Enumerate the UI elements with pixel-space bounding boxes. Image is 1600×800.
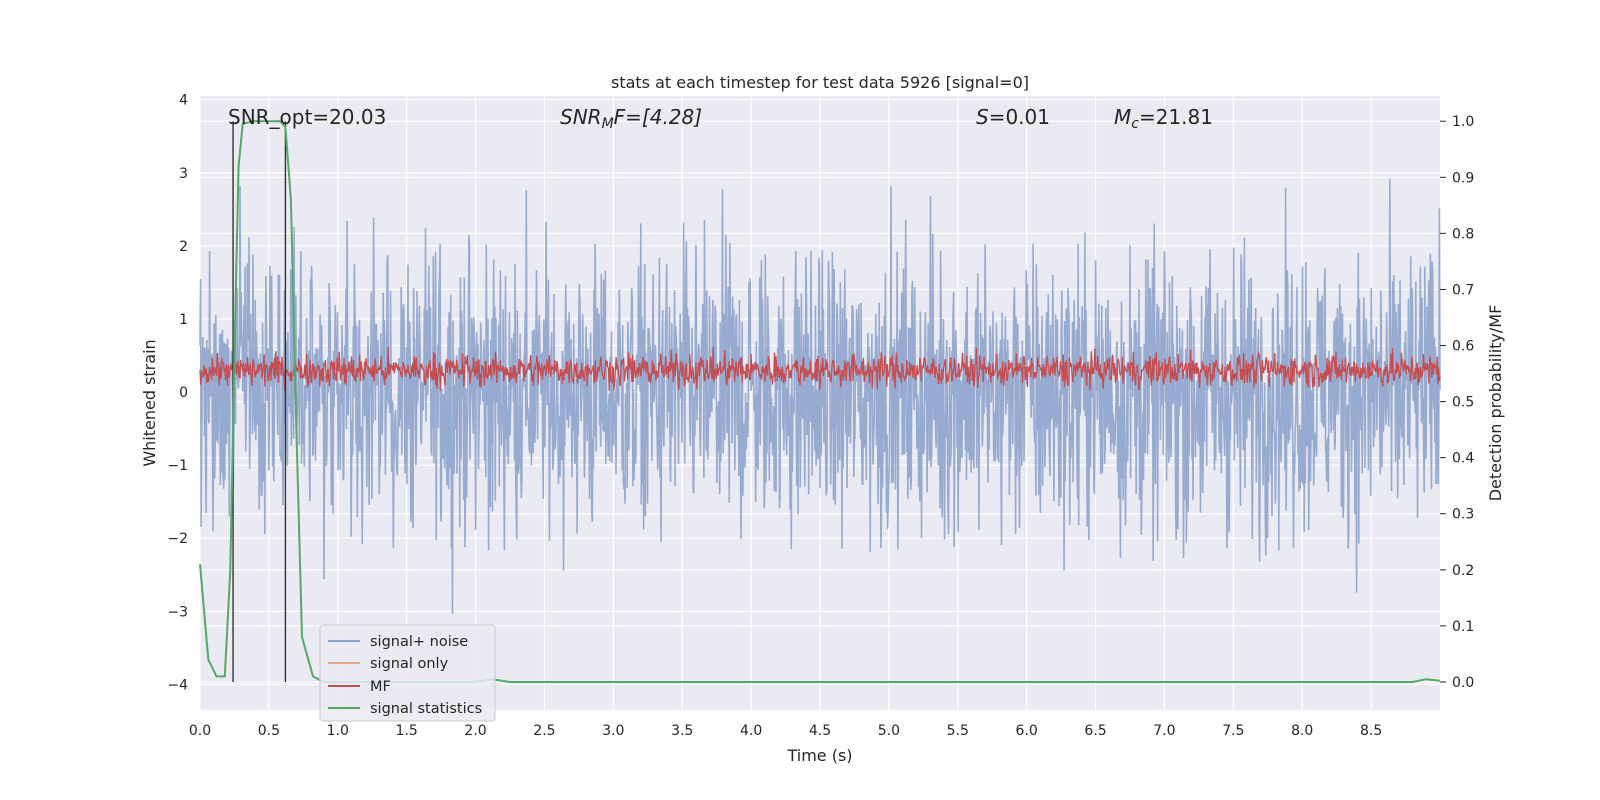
y-right-tick-label: 0.5 xyxy=(1452,395,1474,411)
x-tick-label: 7.5 xyxy=(1222,723,1244,739)
legend-label-signal-noise: signal+ noise xyxy=(370,634,468,650)
x-tick-label: 3.0 xyxy=(602,723,624,739)
y-right-axis-label: Detection probability/MF xyxy=(1486,305,1505,502)
y-tick-label: 3 xyxy=(179,166,188,182)
annotation-snr-mf: SNRMF=[4.28] xyxy=(560,105,702,132)
annotation-mc: Mc=21.81 xyxy=(1114,105,1213,132)
x-tick-label: 0.5 xyxy=(258,723,280,739)
y-axis-label: Whitened strain xyxy=(140,339,159,466)
x-axis-label: Time (s) xyxy=(786,746,852,765)
y-tick-label: −2 xyxy=(167,531,188,547)
legend-label-mf: MF xyxy=(370,679,391,695)
signal-noise-line xyxy=(199,178,1441,614)
annotation-s-value: =0.01 xyxy=(989,105,1050,129)
y-right-tick-label: 0.1 xyxy=(1452,619,1474,635)
legend-box xyxy=(319,624,496,722)
y-right-tick-label: 0.3 xyxy=(1452,507,1474,523)
y-right-tick-label: 0.6 xyxy=(1452,339,1474,355)
y-tick-labels: 4 3 2 1 0 −1 −2 −3 −4 xyxy=(167,93,188,694)
mf-line xyxy=(199,347,1441,391)
annotation-snr-mf-value: F=[4.28] xyxy=(614,105,702,129)
y-tick-label: −4 xyxy=(167,677,188,693)
x-tick-labels: 0.0 0.5 1.0 1.5 2.0 2.5 3.0 3.5 4.0 4.5 5.0 5.5 6.0 6… xyxy=(189,723,1382,739)
annotation-mc-subscript: c xyxy=(1131,116,1139,132)
annotation-snr-mf-symbol: SNR xyxy=(560,105,602,129)
x-tick-label: 4.0 xyxy=(740,723,762,739)
x-tick-label: 2.5 xyxy=(533,723,555,739)
x-tick-label: 5.5 xyxy=(947,723,969,739)
y-right-tick-label: 0.9 xyxy=(1452,170,1474,186)
annotation-snr-opt: SNR_opt=20.03 xyxy=(228,105,386,129)
y-tick-label: −3 xyxy=(167,604,188,620)
x-tick-label: 8.5 xyxy=(1360,723,1382,739)
legend-label-signal-statistics: signal statistics xyxy=(370,701,482,717)
legend: signal+ noise signal only MF signal stat… xyxy=(319,624,496,722)
y-tick-label: 4 xyxy=(179,93,188,109)
annotation-s-symbol: S xyxy=(976,105,989,129)
y-right-tick-label: 1.0 xyxy=(1452,114,1474,130)
x-tick-label: 3.5 xyxy=(671,723,693,739)
annotation-mc-value: =21.81 xyxy=(1139,105,1213,129)
plot-area xyxy=(199,96,1441,710)
x-tick-label: 5.0 xyxy=(878,723,900,739)
annotation-snr-mf-subscript: M xyxy=(602,116,614,132)
series-mf xyxy=(199,347,1441,391)
y-tick-label: 2 xyxy=(179,239,188,255)
y-tick-label: −1 xyxy=(167,458,188,474)
signal-statistics-line xyxy=(199,120,1441,683)
x-tick-label: 8.0 xyxy=(1291,723,1313,739)
legend-label-signal-only: signal only xyxy=(370,656,449,672)
y-right-tick-label: 0.2 xyxy=(1452,563,1474,579)
x-tick-label: 0.0 xyxy=(189,723,211,739)
x-tick-label: 7.0 xyxy=(1153,723,1175,739)
chart-title: stats at each timestep for test data 592… xyxy=(611,73,1029,92)
x-tick-label: 1.5 xyxy=(396,723,418,739)
x-tick-label: 1.0 xyxy=(327,723,349,739)
x-tick-label: 4.5 xyxy=(809,723,831,739)
annotation-mc-symbol: M xyxy=(1114,105,1131,129)
y-tick-label: 1 xyxy=(179,312,188,328)
y-right-tick-label: 0.8 xyxy=(1452,226,1474,242)
y-right-tick-labels: 1.0 0.9 0.8 0.7 0.6 0.5 0.4 0.3 0.2 0.1 0.0 xyxy=(1440,114,1474,691)
x-tick-label: 6.0 xyxy=(1016,723,1038,739)
x-tick-label: 6.5 xyxy=(1084,723,1106,739)
y-right-tick-label: 0.4 xyxy=(1452,451,1474,467)
series-signal-statistics xyxy=(199,120,1441,683)
y-right-tick-label: 0.7 xyxy=(1452,282,1474,298)
series-signal-noise xyxy=(199,178,1441,614)
y-right-tick-label: 0.0 xyxy=(1452,675,1474,691)
annotation-s: S=0.01 xyxy=(976,105,1050,129)
x-tick-label: 2.0 xyxy=(464,723,486,739)
y-tick-label: 0 xyxy=(179,385,188,401)
